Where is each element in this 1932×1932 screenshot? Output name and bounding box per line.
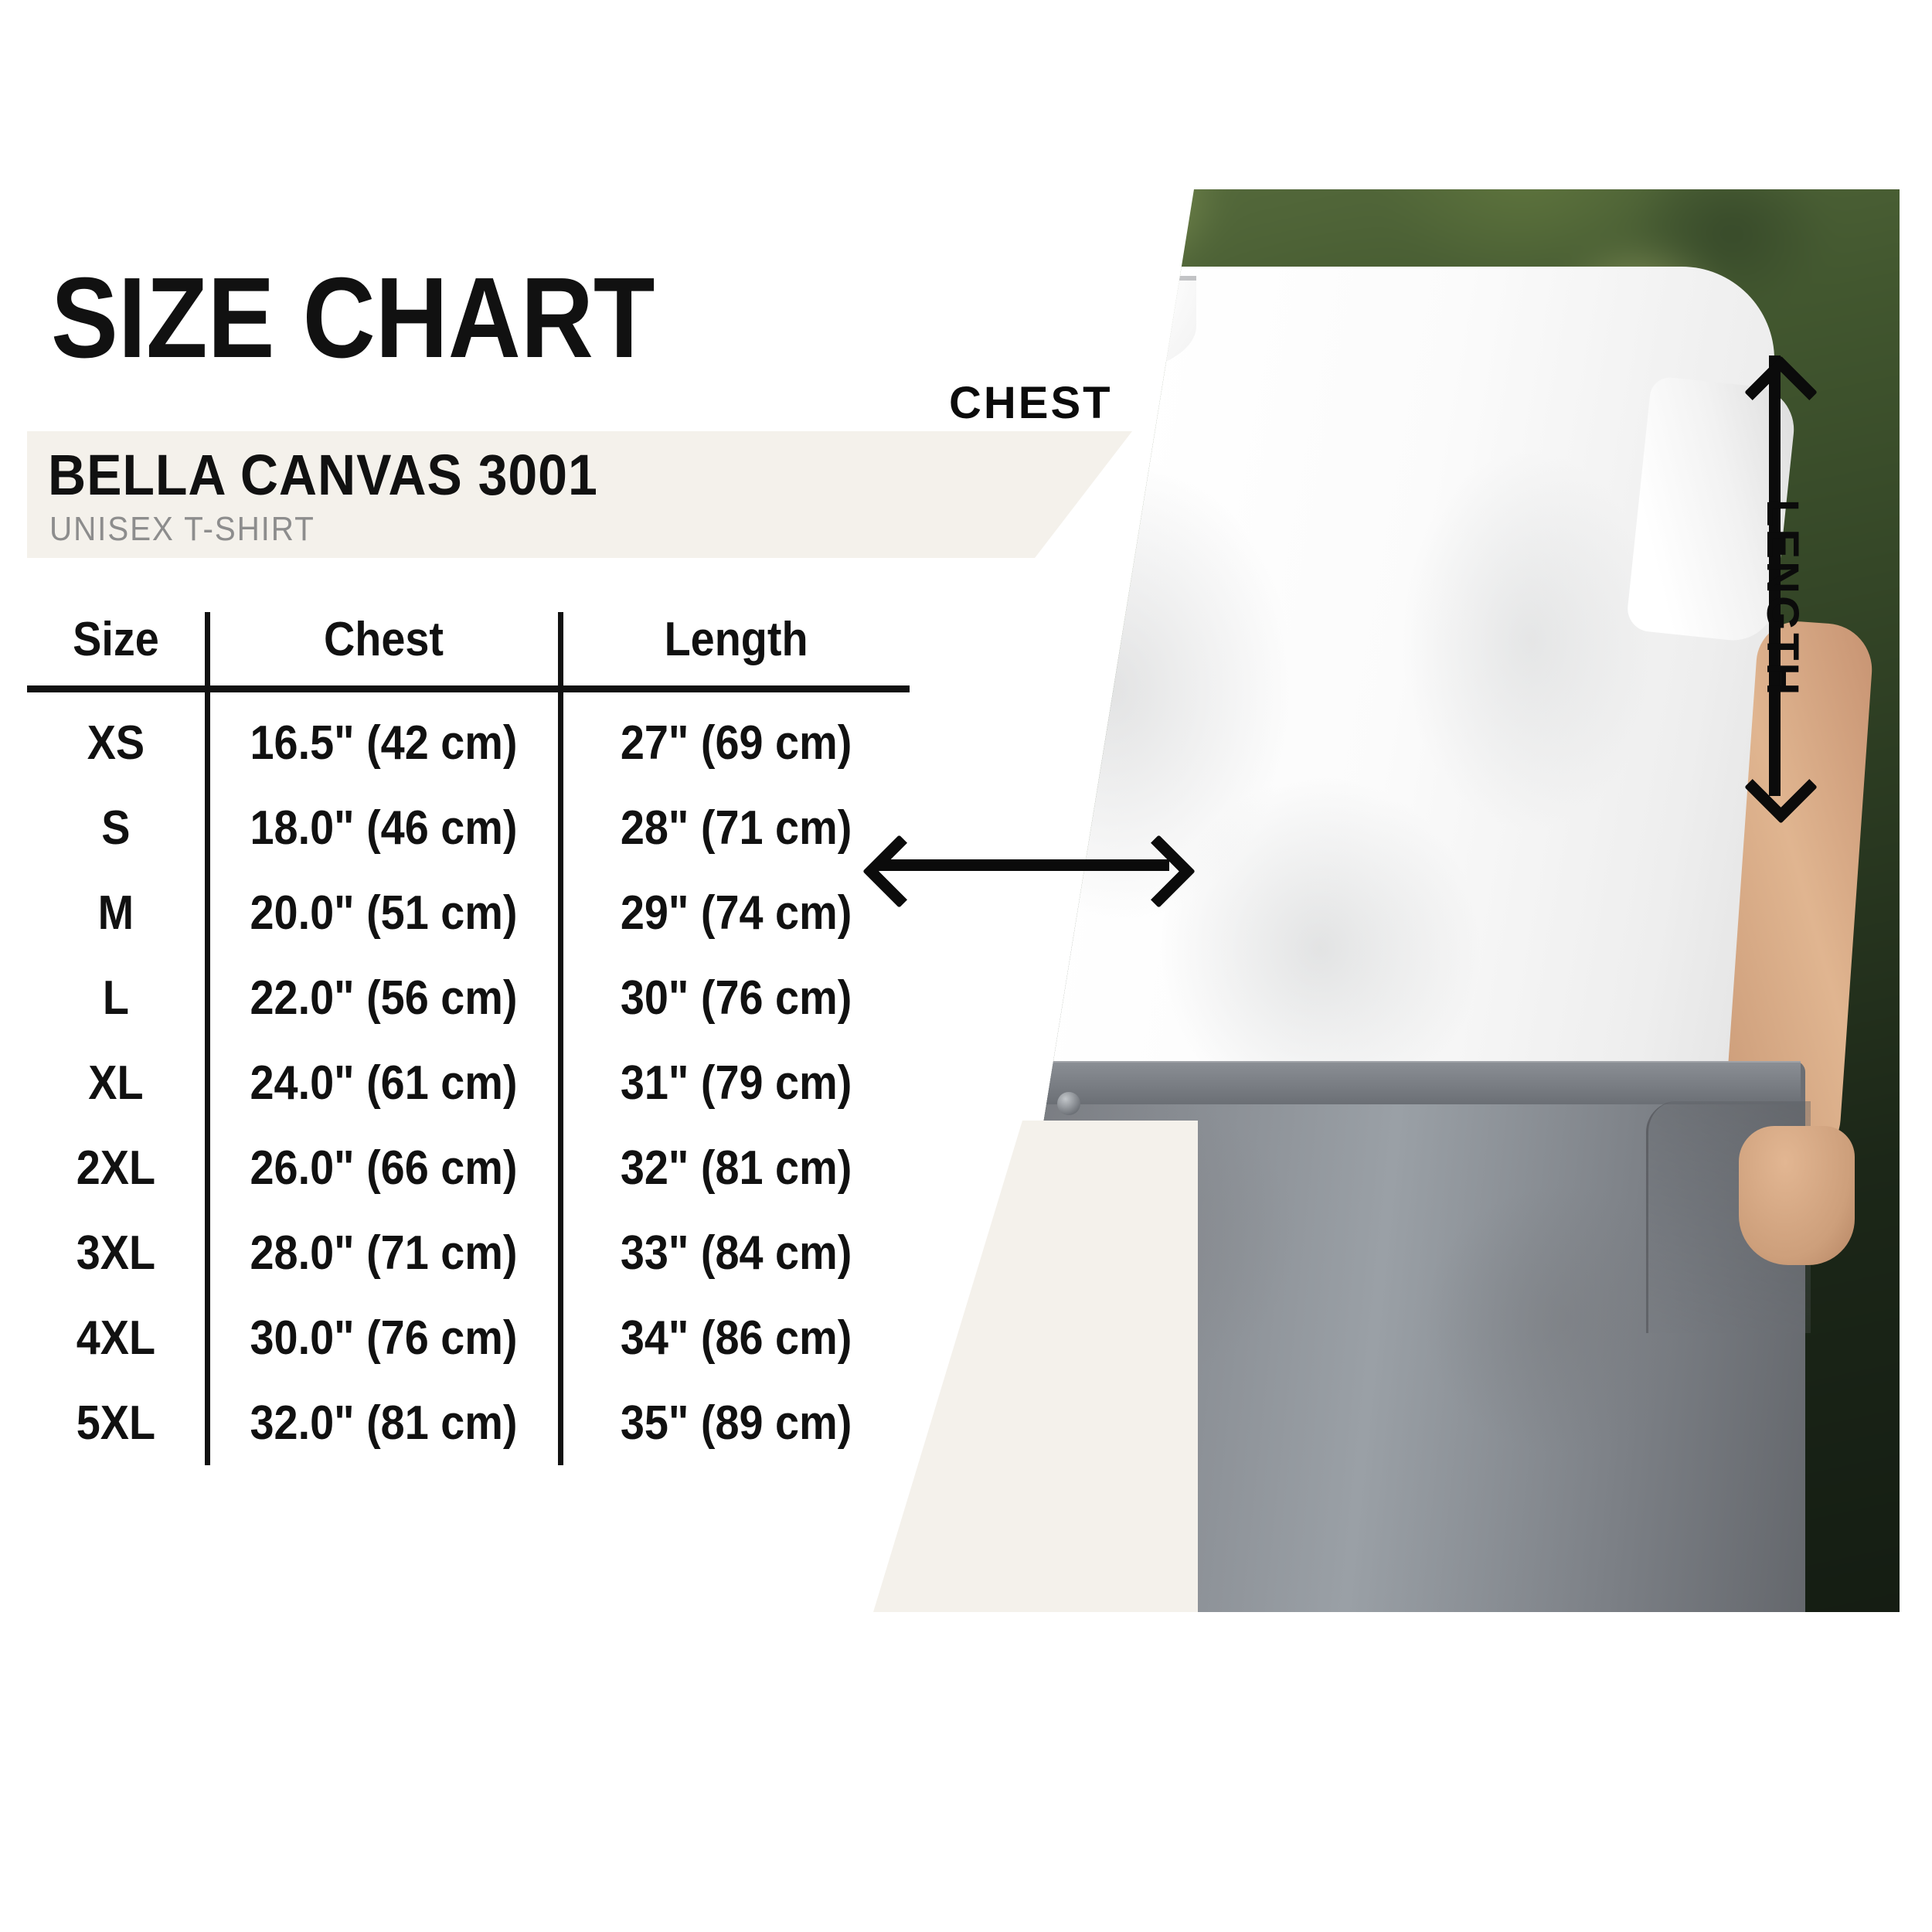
jeans-waistband	[964, 1061, 1801, 1104]
cell-size: 2XL	[76, 1141, 156, 1195]
page-title: SIZE CHART	[51, 254, 655, 382]
table-row: S 18.0" (46 cm) 28" (71 cm)	[27, 785, 910, 870]
cell-chest: 24.0" (61 cm)	[222, 1040, 543, 1125]
table-row: 3XL 28.0" (71 cm) 33" (84 cm)	[27, 1210, 910, 1295]
cell-chest: 28.0" (71 cm)	[222, 1210, 543, 1295]
product-name: BELLA CANVAS 3001	[48, 443, 598, 507]
cell-chest: 18.0" (46 cm)	[222, 785, 543, 870]
chest-arrowhead-right-icon	[1122, 835, 1196, 908]
table-row: 5XL 32.0" (81 cm) 35" (89 cm)	[27, 1380, 910, 1465]
chest-measurement-label: CHEST	[949, 378, 1113, 428]
cell-length: 33" (84 cm)	[575, 1210, 893, 1295]
cell-size: S	[101, 801, 131, 855]
table-row: XL 24.0" (61 cm) 31" (79 cm)	[27, 1040, 910, 1125]
cell-length: 29" (74 cm)	[575, 870, 893, 955]
column-header-size: Size	[36, 612, 199, 692]
length-arrowhead-up-icon	[1744, 355, 1818, 429]
column-header-chest: Chest	[222, 612, 543, 692]
cell-length: 31" (79 cm)	[575, 1040, 893, 1125]
cell-length: 34" (86 cm)	[575, 1295, 893, 1380]
cell-length: 32" (81 cm)	[575, 1125, 893, 1210]
cell-size: XL	[88, 1056, 144, 1110]
table-header-row: Size Chest Length	[27, 612, 910, 692]
cell-size: XS	[87, 716, 145, 770]
cell-size: 5XL	[76, 1396, 156, 1450]
column-header-length: Length	[575, 612, 893, 692]
model-hand-right	[1739, 1126, 1855, 1265]
table-row: 2XL 26.0" (66 cm) 32" (81 cm)	[27, 1125, 910, 1210]
chest-arrow-line	[876, 859, 1169, 871]
cell-chest: 30.0" (76 cm)	[222, 1295, 543, 1380]
product-info-band	[27, 431, 1132, 558]
table-row: XS 16.5" (42 cm) 27" (69 cm)	[27, 689, 910, 785]
cell-length: 35" (89 cm)	[575, 1380, 893, 1465]
cell-size: 4XL	[76, 1311, 156, 1365]
length-arrow-line	[1769, 355, 1781, 796]
cell-chest: 26.0" (66 cm)	[222, 1125, 543, 1210]
cell-length: 30" (76 cm)	[575, 955, 893, 1040]
length-measurement-label: LENGTH	[1757, 499, 1808, 698]
cell-chest: 20.0" (51 cm)	[222, 870, 543, 955]
cell-size: M	[97, 886, 134, 940]
product-subtitle: UNISEX T-SHIRT	[49, 510, 315, 548]
cell-chest: 32.0" (81 cm)	[222, 1380, 543, 1465]
size-chart-table: Size Chest Length XS 16.5" (42 cm) 27" (69…	[27, 612, 910, 1465]
table-row: L 22.0" (56 cm) 30" (76 cm)	[27, 955, 910, 1040]
table-row: 4XL 30.0" (76 cm) 34" (86 cm)	[27, 1295, 910, 1380]
cell-length: 27" (69 cm)	[575, 689, 893, 785]
length-arrowhead-down-icon	[1744, 750, 1818, 824]
cell-chest: 22.0" (56 cm)	[222, 955, 543, 1040]
table-row: M 20.0" (51 cm) 29" (74 cm)	[27, 870, 910, 955]
jeans-button	[1057, 1092, 1080, 1115]
cell-length: 28" (71 cm)	[575, 785, 893, 870]
cell-size: L	[102, 971, 129, 1025]
cell-size: 3XL	[76, 1226, 156, 1280]
cell-chest: 16.5" (42 cm)	[222, 689, 543, 785]
